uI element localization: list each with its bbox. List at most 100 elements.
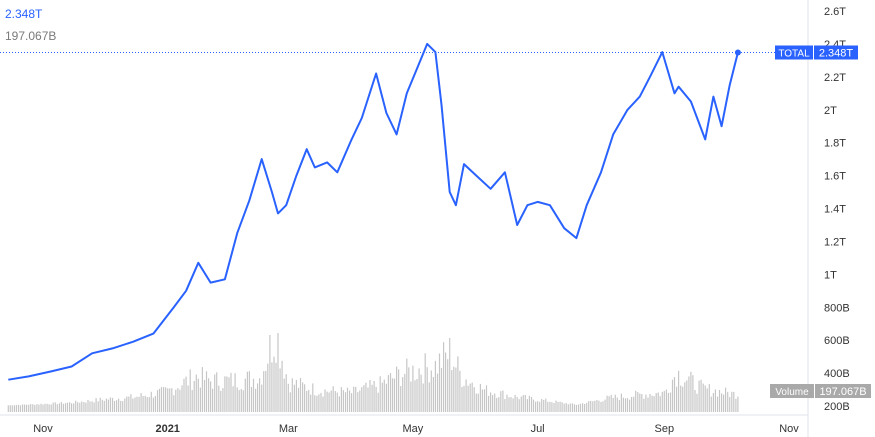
volume-bar — [226, 376, 228, 412]
volume-bar — [575, 404, 577, 412]
volume-bar — [547, 401, 549, 412]
volume-bar — [89, 401, 91, 412]
volume-name: Volume — [775, 387, 809, 398]
volume-bar — [477, 393, 479, 412]
volume-bar — [62, 403, 64, 412]
volume-bar — [267, 363, 269, 412]
volume-bar — [351, 393, 353, 412]
volume-bar — [60, 402, 62, 412]
volume-bar — [522, 395, 524, 412]
volume-bar — [530, 397, 533, 412]
volume-bar — [130, 394, 132, 412]
volume-bar — [318, 394, 320, 412]
volume-bar — [244, 378, 246, 412]
volume-bar — [643, 398, 645, 412]
volume-bar — [181, 385, 183, 412]
volume-bar — [271, 362, 273, 412]
volume-bar — [532, 399, 535, 412]
volume-bar — [167, 388, 169, 412]
volume-bar — [306, 390, 308, 412]
volume-bar — [328, 392, 330, 412]
volume-bar — [537, 401, 539, 412]
volume-bar — [518, 399, 520, 412]
volume-bar — [543, 400, 545, 412]
volume-bar — [449, 338, 451, 412]
volume-bar — [193, 381, 195, 412]
volume-bar — [387, 375, 389, 412]
volume-bar — [422, 383, 424, 412]
volume-bar — [616, 397, 618, 412]
volume-bar — [175, 389, 177, 412]
volume-bar — [584, 404, 586, 412]
volume-bar — [498, 397, 500, 412]
volume-bar — [721, 393, 723, 412]
volume-bar — [596, 400, 598, 412]
volume-bar — [242, 390, 244, 412]
volume-bar — [232, 386, 234, 412]
volume-bar — [332, 386, 334, 412]
volume-bar — [201, 367, 203, 412]
volume-bar — [457, 356, 459, 412]
volume-bar — [205, 371, 208, 412]
volume-bar — [224, 376, 226, 412]
volume-value-box — [815, 384, 871, 398]
volume-bar — [36, 404, 38, 412]
volume-bar — [393, 378, 396, 412]
volume-bar — [704, 385, 706, 412]
volume-bar — [557, 401, 559, 412]
volume-bar — [140, 393, 142, 412]
volume-bar — [230, 372, 232, 412]
volume-bar — [189, 369, 191, 412]
volume-bar — [373, 381, 375, 412]
volume-bar — [539, 401, 541, 412]
volume-bar — [469, 383, 471, 412]
volume-bar — [171, 388, 173, 412]
y-tick-label: 600B — [824, 335, 850, 347]
volume-bar — [64, 403, 67, 412]
last-value-name: TOTAL — [778, 49, 810, 60]
volume-bar — [618, 400, 620, 412]
volume-bar — [122, 401, 124, 412]
volume-bar — [28, 404, 30, 412]
volume-bar — [154, 395, 156, 412]
volume-bar — [391, 378, 394, 412]
volume-bar — [389, 373, 392, 412]
volume-bar — [367, 387, 369, 412]
volume-bar — [592, 401, 594, 412]
volume-bar — [179, 389, 181, 412]
volume-bar — [688, 376, 690, 412]
volume-bar — [565, 403, 567, 412]
volume-bar — [737, 396, 739, 412]
volume-bar — [626, 398, 629, 412]
volume-bar — [73, 403, 75, 412]
x-tick-label: Sep — [655, 423, 675, 435]
x-tick-label: Nov — [33, 423, 53, 435]
volume-bar — [571, 403, 573, 412]
volume-bar — [485, 385, 488, 412]
volume-bar — [191, 390, 193, 412]
x-tick-label: Nov — [779, 423, 799, 435]
y-tick-label: 1.6T — [824, 171, 846, 183]
volume-bar — [91, 401, 93, 412]
volume-bar — [496, 397, 498, 412]
volume-bar — [275, 362, 277, 412]
volume-bar — [535, 401, 537, 412]
volume-bar — [150, 391, 152, 412]
volume-bar — [340, 387, 342, 412]
y-tick-label: 1.2T — [824, 236, 846, 248]
volume-bar — [160, 387, 163, 412]
volume-bar — [279, 368, 281, 412]
volume-bar — [15, 405, 17, 412]
volume-bar — [659, 396, 661, 412]
volume-bar — [573, 404, 575, 412]
volume-bar — [598, 400, 600, 412]
volume-bar — [255, 388, 257, 412]
volume-bar — [66, 402, 69, 412]
volume-bar — [453, 366, 455, 412]
volume-bar — [212, 388, 214, 412]
volume-bar — [44, 403, 46, 412]
volume-bar — [338, 396, 340, 412]
volume-bar — [22, 404, 24, 412]
volume-bar — [698, 380, 700, 412]
last-value-box — [814, 45, 858, 60]
